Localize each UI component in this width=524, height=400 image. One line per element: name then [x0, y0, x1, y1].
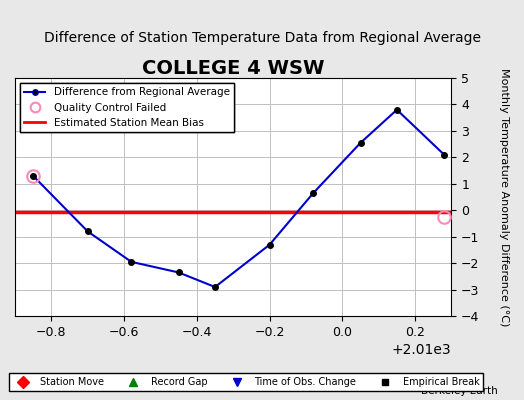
Legend: Station Move, Record Gap, Time of Obs. Change, Empirical Break: Station Move, Record Gap, Time of Obs. C… — [9, 373, 484, 391]
Legend: Difference from Regional Average, Quality Control Failed, Estimated Station Mean: Difference from Regional Average, Qualit… — [20, 83, 234, 132]
Text: Difference of Station Temperature Data from Regional Average: Difference of Station Temperature Data f… — [43, 31, 481, 45]
Title: COLLEGE 4 WSW: COLLEGE 4 WSW — [142, 59, 324, 78]
Text: Berkeley Earth: Berkeley Earth — [421, 386, 498, 396]
Y-axis label: Monthly Temperature Anomaly Difference (°C): Monthly Temperature Anomaly Difference (… — [499, 68, 509, 326]
